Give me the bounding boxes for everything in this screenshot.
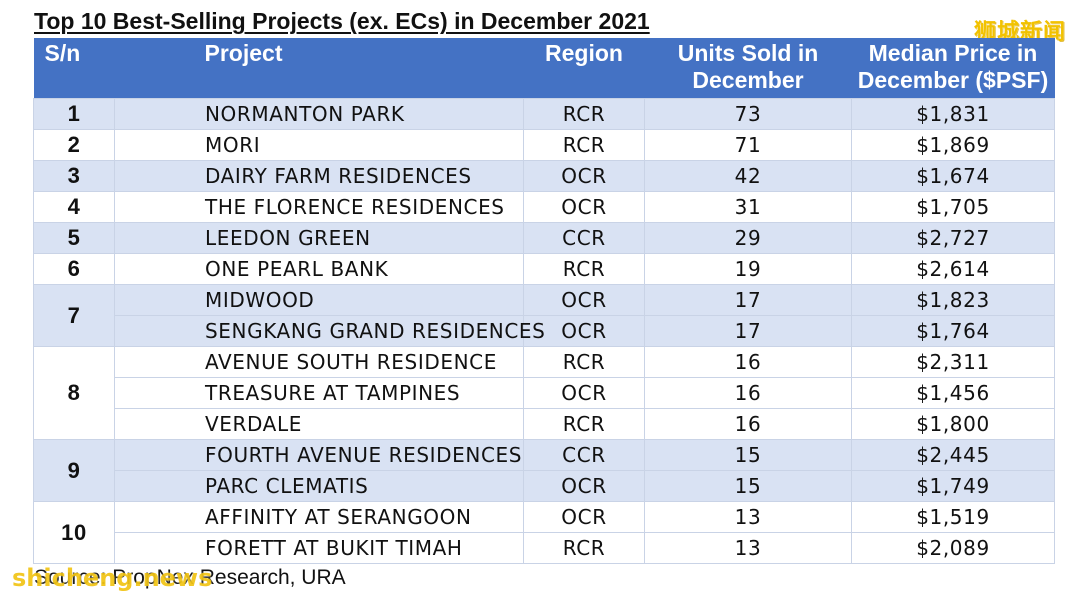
table-row: TREASURE AT TAMPINES OCR 16 $1,456 xyxy=(34,377,1055,409)
table-row: 7 MIDWOOD OCR 17 $1,823 xyxy=(33,284,1055,347)
cell-region: OCR xyxy=(523,501,645,533)
cell-region: OCR xyxy=(523,160,645,192)
table-row: FORETT AT BUKIT TIMAH RCR 13 $2,089 xyxy=(34,532,1055,564)
cell-units: 15 xyxy=(644,439,852,471)
cell-price: $2,614 xyxy=(851,253,1055,285)
cell-units: 17 xyxy=(644,315,852,347)
table-row: 10 AFFINITY AT SERANGOON OCR 13 $1,519 xyxy=(33,501,1055,564)
cell-sn: 7 xyxy=(33,284,115,347)
header-project: Project xyxy=(114,38,524,99)
cell-price: $1,764 xyxy=(851,315,1055,347)
cell-region: OCR xyxy=(523,377,645,409)
cell-sn: 6 xyxy=(33,253,115,285)
header-median-price: Median Price in December ($PSF) xyxy=(851,38,1055,99)
header-units-line-2: December xyxy=(692,67,804,93)
cell-units: 13 xyxy=(644,501,852,533)
cell-units: 31 xyxy=(644,191,852,223)
cell-project: TREASURE AT TAMPINES xyxy=(114,377,524,409)
table-row: 1 NORMANTON PARK RCR 73 $1,831 xyxy=(33,98,1055,130)
cell-price: $1,674 xyxy=(851,160,1055,192)
cell-sn: 9 xyxy=(33,439,115,502)
cell-units: 42 xyxy=(644,160,852,192)
table-row: PARC CLEMATIS OCR 15 $1,749 xyxy=(34,470,1055,502)
cell-price: $1,749 xyxy=(851,470,1055,502)
cell-project: FOURTH AVENUE RESIDENCES xyxy=(114,439,524,471)
cell-price: $1,869 xyxy=(851,129,1055,161)
cell-project: AVENUE SOUTH RESIDENCE xyxy=(114,346,524,378)
header-units-sold: Units Sold in December xyxy=(644,38,852,99)
cell-sn: 3 xyxy=(33,160,115,192)
table-row: SENGKANG GRAND RESIDENCES OCR 17 $1,764 xyxy=(34,315,1055,347)
cell-region: CCR xyxy=(523,439,645,471)
table-header-row: S/n Project Region Units Sold in Decembe… xyxy=(33,38,1055,99)
header-sn: S/n xyxy=(33,38,115,99)
cell-units: 13 xyxy=(644,532,852,564)
cell-units: 16 xyxy=(644,377,852,409)
table-row: 5 LEEDON GREEN CCR 29 $2,727 xyxy=(33,222,1055,254)
cell-project: SENGKANG GRAND RESIDENCES xyxy=(114,315,545,347)
cell-region: OCR xyxy=(523,470,645,502)
best-selling-projects-table: S/n Project Region Units Sold in Decembe… xyxy=(33,38,1055,564)
cell-region: OCR xyxy=(523,315,645,347)
table-row: 3 DAIRY FARM RESIDENCES OCR 42 $1,674 xyxy=(33,160,1055,192)
cell-project: MIDWOOD xyxy=(114,284,524,316)
cell-sn: 10 xyxy=(33,501,115,564)
page-title: Top 10 Best-Selling Projects (ex. ECs) i… xyxy=(34,8,650,34)
table-row: VERDALE RCR 16 $1,800 xyxy=(34,408,1055,440)
cell-region: RCR xyxy=(523,129,645,161)
cell-price: $1,823 xyxy=(851,284,1055,316)
table-row: 8 AVENUE SOUTH RESIDENCE RCR 16 $2,311 xyxy=(33,346,1055,440)
cell-project: LEEDON GREEN xyxy=(114,222,524,254)
cell-project: DAIRY FARM RESIDENCES xyxy=(114,160,524,192)
cell-price: $2,311 xyxy=(851,346,1055,378)
cell-project: FORETT AT BUKIT TIMAH xyxy=(114,532,524,564)
cell-price: $1,800 xyxy=(851,408,1055,440)
source-note: Source: PropNex Research, URA xyxy=(34,566,346,589)
header-price-line-1: Median Price in xyxy=(868,40,1038,66)
header-region: Region xyxy=(523,38,645,99)
cell-units: 16 xyxy=(644,346,852,378)
cell-project: NORMANTON PARK xyxy=(114,98,524,130)
cell-sn: 2 xyxy=(33,129,115,161)
cell-units: 71 xyxy=(644,129,852,161)
cell-project: ONE PEARL BANK xyxy=(114,253,524,285)
header-price-line-2: December ($PSF) xyxy=(857,67,1049,93)
cell-project: PARC CLEMATIS xyxy=(114,470,524,502)
cell-region: RCR xyxy=(523,408,645,440)
cell-price: $1,831 xyxy=(851,98,1055,130)
cell-units: 73 xyxy=(644,98,852,130)
cell-sn: 5 xyxy=(33,222,115,254)
cell-region: RCR xyxy=(523,98,645,130)
cell-units: 15 xyxy=(644,470,852,502)
cell-sn: 4 xyxy=(33,191,115,223)
cell-project: VERDALE xyxy=(114,408,524,440)
cell-price: $1,705 xyxy=(851,191,1055,223)
cell-sn: 8 xyxy=(33,346,115,440)
cell-region: OCR xyxy=(523,284,645,316)
watermark-site: shicheng.news xyxy=(12,564,213,592)
table-row: 4 THE FLORENCE RESIDENCES OCR 31 $1,705 xyxy=(33,191,1055,223)
cell-price: $1,519 xyxy=(851,501,1055,533)
cell-region: OCR xyxy=(523,191,645,223)
cell-price: $2,727 xyxy=(851,222,1055,254)
cell-units: 19 xyxy=(644,253,852,285)
cell-project: AFFINITY AT SERANGOON xyxy=(114,501,524,533)
cell-price: $2,445 xyxy=(851,439,1055,471)
cell-units: 17 xyxy=(644,284,852,316)
cell-region: RCR xyxy=(523,532,645,564)
table-row: 6 ONE PEARL BANK RCR 19 $2,614 xyxy=(33,253,1055,285)
cell-project: MORI xyxy=(114,129,524,161)
table-row: 9 FOURTH AVENUE RESIDENCES CCR 15 $2,445 xyxy=(33,439,1055,502)
cell-price: $2,089 xyxy=(851,532,1055,564)
cell-sn: 1 xyxy=(33,98,115,130)
cell-units: 29 xyxy=(644,222,852,254)
table-row: 2 MORI RCR 71 $1,869 xyxy=(33,129,1055,161)
cell-units: 16 xyxy=(644,408,852,440)
cell-region: RCR xyxy=(523,346,645,378)
cell-region: RCR xyxy=(523,253,645,285)
cell-project: THE FLORENCE RESIDENCES xyxy=(114,191,524,223)
cell-region: CCR xyxy=(523,222,645,254)
header-units-line-1: Units Sold in xyxy=(677,40,819,66)
cell-price: $1,456 xyxy=(851,377,1055,409)
